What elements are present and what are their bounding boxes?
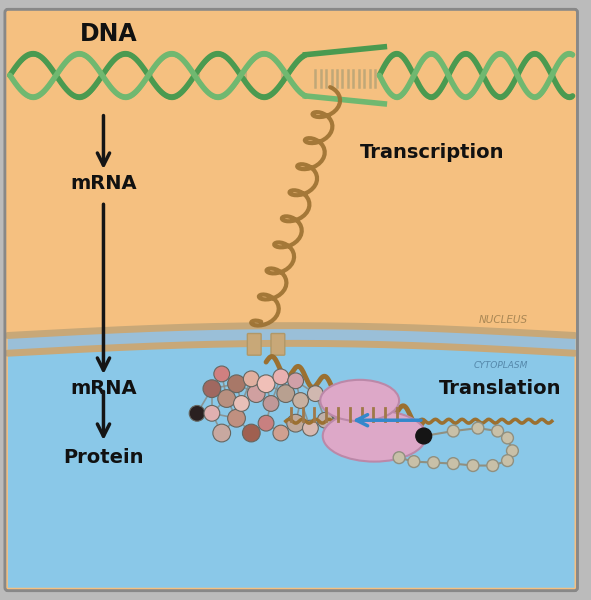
Ellipse shape <box>323 410 426 461</box>
Text: NUCLEUS: NUCLEUS <box>479 315 528 325</box>
Circle shape <box>467 460 479 472</box>
Circle shape <box>228 375 245 392</box>
Circle shape <box>273 369 289 385</box>
Circle shape <box>416 428 431 444</box>
Circle shape <box>447 425 459 437</box>
Circle shape <box>189 406 205 421</box>
Circle shape <box>492 425 504 437</box>
Circle shape <box>228 409 245 427</box>
Circle shape <box>243 371 259 387</box>
Circle shape <box>303 420 319 436</box>
Circle shape <box>332 406 348 421</box>
Circle shape <box>408 456 420 467</box>
Circle shape <box>214 366 230 382</box>
Circle shape <box>307 386 323 401</box>
FancyBboxPatch shape <box>271 334 285 355</box>
Circle shape <box>502 432 514 444</box>
Circle shape <box>506 445 518 457</box>
Circle shape <box>263 395 279 412</box>
Circle shape <box>204 406 220 421</box>
Circle shape <box>242 424 260 442</box>
Circle shape <box>273 425 289 441</box>
Circle shape <box>257 375 275 392</box>
Text: mRNA: mRNA <box>70 379 137 398</box>
Text: Translation: Translation <box>439 379 561 398</box>
Circle shape <box>293 392 309 409</box>
Polygon shape <box>8 337 574 588</box>
Circle shape <box>213 424 230 442</box>
Text: Transcription: Transcription <box>360 143 504 161</box>
Text: mRNA: mRNA <box>70 174 137 193</box>
Circle shape <box>487 460 499 472</box>
Circle shape <box>288 373 304 389</box>
Circle shape <box>428 457 440 469</box>
Text: Protein: Protein <box>63 448 144 467</box>
Circle shape <box>393 452 405 464</box>
Circle shape <box>418 430 430 442</box>
Circle shape <box>277 385 295 403</box>
Circle shape <box>337 386 353 401</box>
Circle shape <box>203 380 221 398</box>
Circle shape <box>258 415 274 431</box>
Circle shape <box>472 422 484 434</box>
Text: CYTOPLASM: CYTOPLASM <box>474 361 528 370</box>
Circle shape <box>502 455 514 467</box>
Ellipse shape <box>320 380 399 421</box>
FancyBboxPatch shape <box>5 9 577 591</box>
Text: DNA: DNA <box>80 22 137 46</box>
Circle shape <box>447 458 459 469</box>
Circle shape <box>217 389 236 407</box>
Circle shape <box>322 395 338 412</box>
Circle shape <box>233 395 249 412</box>
Circle shape <box>287 415 304 432</box>
FancyBboxPatch shape <box>248 334 261 355</box>
Circle shape <box>317 412 333 428</box>
Circle shape <box>248 385 265 403</box>
